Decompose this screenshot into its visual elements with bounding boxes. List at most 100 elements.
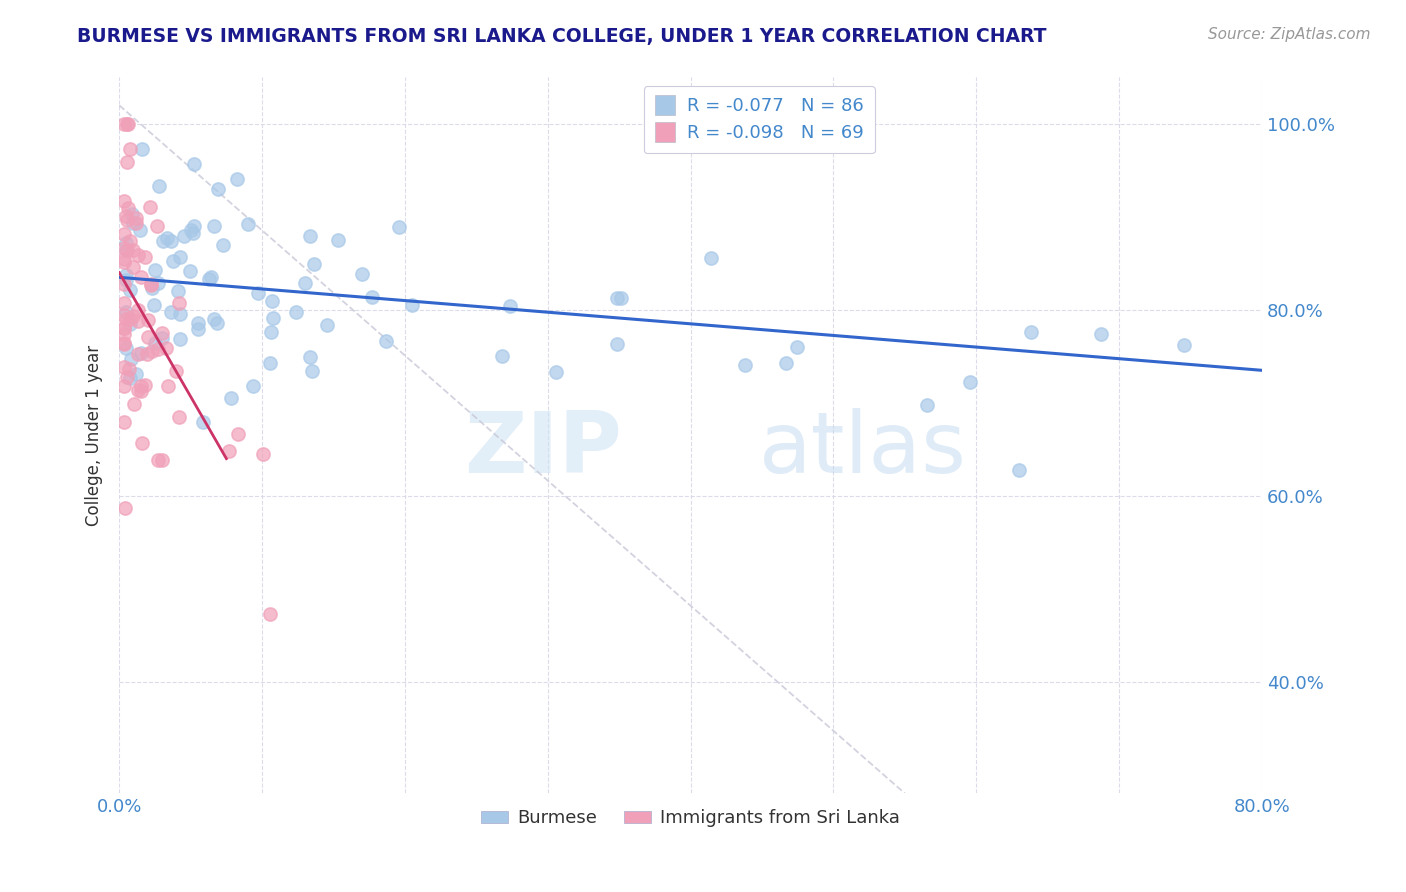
Point xyxy=(202,312,225,326)
Point xyxy=(361,289,384,303)
Point xyxy=(169,250,191,264)
Point xyxy=(112,336,135,351)
Text: BURMESE VS IMMIGRANTS FROM SRI LANKA COLLEGE, UNDER 1 YEAR CORRELATION CHART: BURMESE VS IMMIGRANTS FROM SRI LANKA COL… xyxy=(77,27,1047,45)
Point xyxy=(252,447,274,461)
Point xyxy=(112,415,135,429)
Point xyxy=(225,172,247,186)
Point xyxy=(112,277,135,292)
Point xyxy=(200,270,222,285)
Point xyxy=(180,222,202,236)
Point xyxy=(1021,325,1043,339)
Point xyxy=(122,216,145,230)
Point xyxy=(115,305,138,319)
Point xyxy=(148,178,170,193)
Point xyxy=(112,321,135,335)
Point xyxy=(165,364,187,378)
Y-axis label: College, Under 1 year: College, Under 1 year xyxy=(86,345,103,526)
Point xyxy=(112,309,135,323)
Point xyxy=(115,213,138,227)
Point xyxy=(115,341,138,355)
Point xyxy=(117,243,139,257)
Point xyxy=(152,235,174,249)
Point xyxy=(138,330,160,344)
Point xyxy=(112,252,135,267)
Point xyxy=(146,452,169,467)
Point xyxy=(121,207,143,221)
Point xyxy=(127,314,149,328)
Text: ZIP: ZIP xyxy=(464,409,621,491)
Point xyxy=(786,340,808,354)
Point xyxy=(491,349,513,363)
Point xyxy=(122,260,145,274)
Point xyxy=(143,298,166,312)
Point xyxy=(114,312,136,326)
Point xyxy=(219,391,242,405)
Point xyxy=(179,264,201,278)
Point xyxy=(169,295,191,310)
Point xyxy=(139,278,162,293)
Point xyxy=(205,316,228,330)
Point xyxy=(120,352,142,367)
Point xyxy=(388,219,411,234)
Point xyxy=(734,358,756,372)
Point xyxy=(150,331,173,345)
Point xyxy=(134,250,156,264)
Point xyxy=(112,378,135,392)
Point xyxy=(700,251,723,265)
Point xyxy=(134,377,156,392)
Point xyxy=(125,367,148,381)
Point xyxy=(136,313,159,327)
Point xyxy=(131,270,153,285)
Point xyxy=(915,398,938,412)
Point xyxy=(114,209,136,223)
Point xyxy=(112,336,135,351)
Point xyxy=(115,235,138,250)
Point xyxy=(775,356,797,370)
Point xyxy=(169,332,191,346)
Point xyxy=(141,343,163,358)
Point xyxy=(117,201,139,215)
Point xyxy=(242,378,264,392)
Point xyxy=(173,228,195,243)
Point xyxy=(127,248,149,262)
Point xyxy=(118,362,141,376)
Point xyxy=(120,283,142,297)
Point xyxy=(606,337,628,351)
Point xyxy=(112,360,135,375)
Point xyxy=(118,317,141,331)
Point xyxy=(122,244,145,258)
Legend: Burmese, Immigrants from Sri Lanka: Burmese, Immigrants from Sri Lanka xyxy=(474,802,907,834)
Point xyxy=(167,409,190,424)
Point xyxy=(401,298,423,312)
Point xyxy=(299,350,322,364)
Point xyxy=(139,200,162,214)
Point xyxy=(155,342,177,356)
Point xyxy=(118,142,141,156)
Point xyxy=(187,322,209,336)
Text: Source: ZipAtlas.com: Source: ZipAtlas.com xyxy=(1208,27,1371,42)
Point xyxy=(143,335,166,350)
Point xyxy=(122,309,145,323)
Point xyxy=(112,227,135,241)
Point xyxy=(127,383,149,397)
Point xyxy=(114,500,136,515)
Point xyxy=(125,216,148,230)
Point xyxy=(236,217,259,231)
Text: atlas: atlas xyxy=(759,409,967,491)
Point xyxy=(146,219,169,233)
Point xyxy=(1173,337,1195,351)
Point xyxy=(247,285,270,300)
Point xyxy=(610,291,633,305)
Point xyxy=(212,238,235,252)
Point xyxy=(156,231,179,245)
Point xyxy=(129,346,152,360)
Point xyxy=(115,155,138,169)
Point xyxy=(115,244,138,258)
Point xyxy=(117,117,139,131)
Point xyxy=(167,285,190,299)
Point xyxy=(169,307,191,321)
Point xyxy=(207,181,229,195)
Point xyxy=(117,117,139,131)
Point xyxy=(294,276,316,290)
Point xyxy=(544,364,567,378)
